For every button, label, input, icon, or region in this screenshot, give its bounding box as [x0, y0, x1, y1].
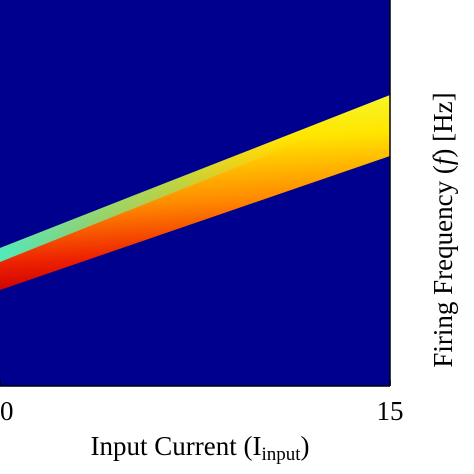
y-label-italic: f — [428, 154, 458, 165]
y-label-text: ) [Hz] — [428, 92, 458, 157]
x-label-text: Input Current (I — [90, 431, 261, 461]
x-label-subscript: input — [261, 444, 301, 465]
y-label-text: Firing Frequency ( — [428, 165, 458, 367]
x-label-text: ) — [301, 431, 310, 461]
heat-band-edge — [0, 130, 300, 262]
y-axis-label: Firing Frequency (f) [Hz] — [428, 92, 458, 367]
x-tick-label: 15 — [377, 396, 404, 426]
x-tick-label: 10 — [0, 396, 14, 426]
x-axis-label: Input Current (Iinput) — [90, 431, 309, 465]
